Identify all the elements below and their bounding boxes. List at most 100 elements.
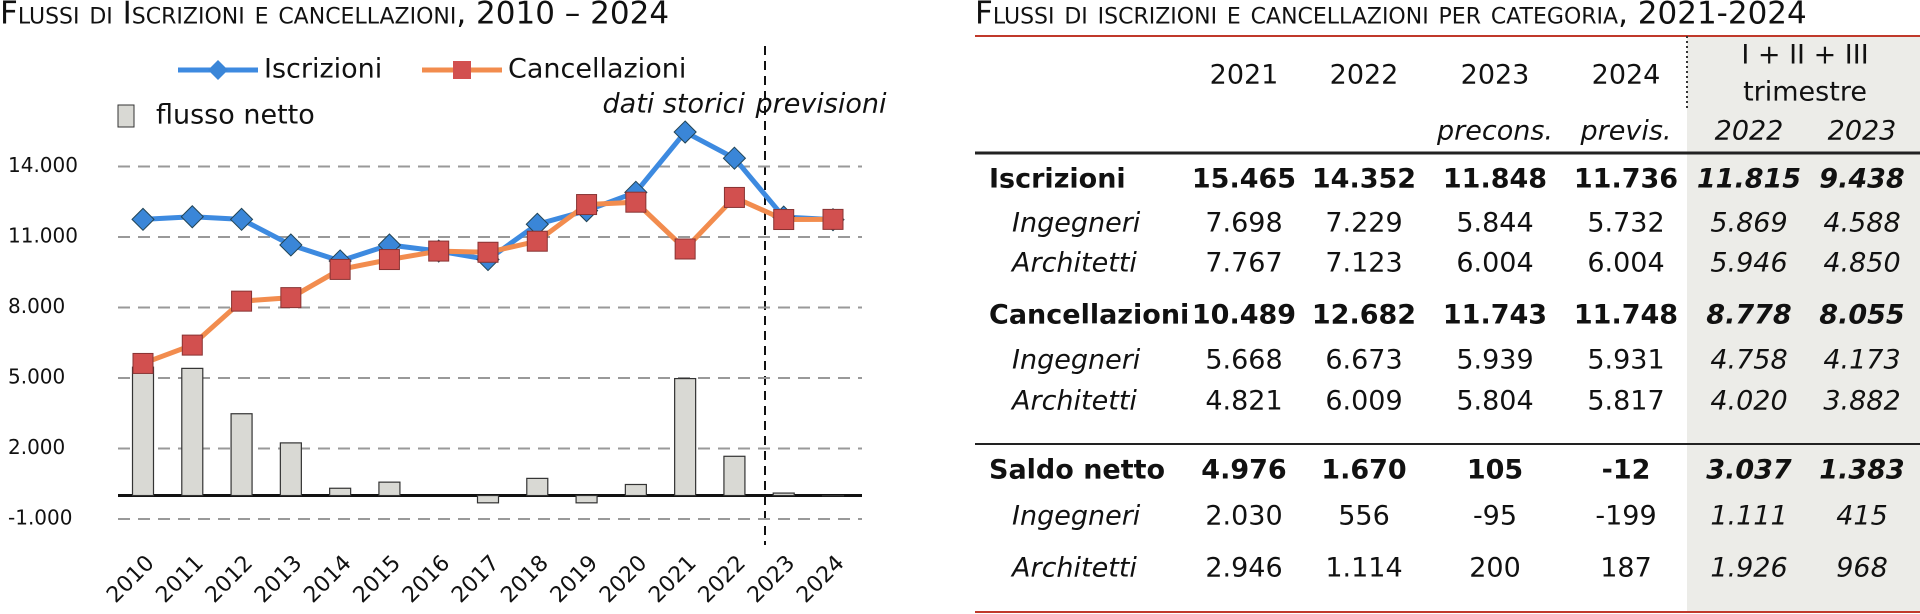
marker — [723, 186, 745, 208]
cell: 6.673 — [1325, 345, 1402, 376]
x-tick-label: 2023 — [743, 551, 800, 608]
cell: 2.946 — [1205, 553, 1282, 584]
bar — [772, 492, 795, 497]
cell: 968 — [1836, 553, 1888, 584]
legend-marker — [453, 61, 471, 79]
bar — [329, 487, 352, 497]
cell: 7.698 — [1205, 208, 1282, 239]
cell: 1.670 — [1321, 455, 1406, 486]
marker — [526, 230, 548, 252]
row-label: Ingegneri — [1012, 501, 1141, 532]
row-label: Architetti — [1010, 248, 1137, 279]
cell: 105 — [1467, 455, 1523, 486]
cell: 11.743 — [1443, 300, 1547, 331]
cell: 5.844 — [1456, 208, 1533, 239]
marker — [131, 207, 155, 232]
x-tick-label: 2020 — [595, 551, 652, 608]
chart-title: Flussi di Iscrizioni e cancellazioni, 20… — [0, 0, 669, 32]
cell: 187 — [1600, 553, 1652, 584]
cell: 8.778 — [1706, 300, 1791, 331]
col-header: I + II + III — [1741, 40, 1868, 71]
marker — [722, 146, 747, 170]
legend-marker — [208, 60, 228, 80]
cell: 6.009 — [1325, 386, 1402, 417]
marker — [428, 240, 450, 262]
cell: -199 — [1595, 501, 1656, 532]
col-header: 2021 — [1210, 60, 1279, 91]
cell: 9.438 — [1819, 164, 1904, 195]
x-tick-label: 2021 — [644, 551, 701, 608]
shaded-columns — [1687, 36, 1920, 612]
legend-label: Iscrizioni — [264, 54, 382, 85]
cell: 2.030 — [1205, 501, 1282, 532]
cell: 4.758 — [1710, 345, 1787, 376]
bar — [624, 483, 647, 497]
cell: 4.020 — [1710, 386, 1787, 417]
cell: 6.004 — [1456, 248, 1533, 279]
col-subheader: 2023 — [1828, 116, 1897, 147]
cell: 11.848 — [1443, 164, 1547, 195]
x-tick-label: 2018 — [496, 551, 553, 608]
cell: 10.489 — [1192, 300, 1296, 331]
cell: 15.465 — [1192, 164, 1296, 195]
cell: 6.004 — [1587, 248, 1664, 279]
cell: 5.939 — [1456, 345, 1533, 376]
x-tick-label: 2016 — [398, 551, 455, 608]
bar — [181, 367, 204, 497]
col-header: 2022 — [1330, 60, 1399, 91]
cell: 8.055 — [1819, 300, 1904, 331]
x-tick-label: 2019 — [546, 551, 603, 608]
cell: 1.114 — [1325, 553, 1402, 584]
x-tick-label: 2022 — [694, 551, 751, 608]
x-tick-label: 2024 — [792, 551, 849, 608]
x-tick-label: 2014 — [299, 551, 356, 608]
marker — [229, 207, 254, 232]
cell: 5.946 — [1710, 248, 1787, 279]
cell: 11.815 — [1697, 164, 1801, 195]
cell: 415 — [1836, 501, 1888, 532]
marker — [231, 290, 253, 312]
legend-swatch — [117, 104, 135, 128]
cell: 3.882 — [1823, 386, 1900, 417]
marker — [673, 120, 697, 144]
row-label: Architetti — [1010, 553, 1137, 584]
y-tick-label: 5.000 — [8, 365, 65, 389]
marker — [180, 205, 204, 229]
row-label: Ingegneri — [1012, 345, 1141, 376]
marker — [378, 249, 400, 271]
bar — [575, 494, 598, 504]
x-tick-label: 2017 — [447, 551, 504, 608]
cell: 4.821 — [1205, 386, 1282, 417]
y-tick-label: 14.000 — [8, 153, 78, 177]
cell: 5.804 — [1456, 386, 1533, 417]
marker — [132, 352, 154, 374]
marker — [674, 238, 696, 260]
bar — [526, 477, 549, 497]
cell: 1.383 — [1819, 455, 1904, 486]
bar — [378, 481, 401, 497]
marker — [822, 208, 844, 230]
cell: 556 — [1338, 501, 1390, 532]
cell: 4.976 — [1201, 455, 1286, 486]
cell: 5.869 — [1710, 208, 1787, 239]
cell: 12.682 — [1312, 300, 1416, 331]
col-subheader: 2022 — [1715, 116, 1784, 147]
table-title: Flussi di iscrizioni e cancellazioni per… — [975, 0, 1807, 32]
marker — [279, 233, 303, 257]
bar — [279, 442, 302, 497]
annotation: previsioni — [754, 89, 887, 120]
cell: 7.767 — [1205, 248, 1282, 279]
marker — [329, 258, 351, 280]
cell: 11.736 — [1574, 164, 1678, 195]
bar — [674, 377, 697, 497]
marker — [181, 334, 203, 356]
cell: 5.732 — [1587, 208, 1664, 239]
cell: 1.111 — [1710, 501, 1787, 532]
marker — [280, 287, 302, 309]
x-tick-label: 2011 — [151, 551, 208, 608]
y-tick-label: 2.000 — [8, 435, 65, 459]
bar — [476, 494, 500, 504]
y-tick-label: 8.000 — [8, 294, 65, 318]
cell: 7.229 — [1325, 208, 1402, 239]
